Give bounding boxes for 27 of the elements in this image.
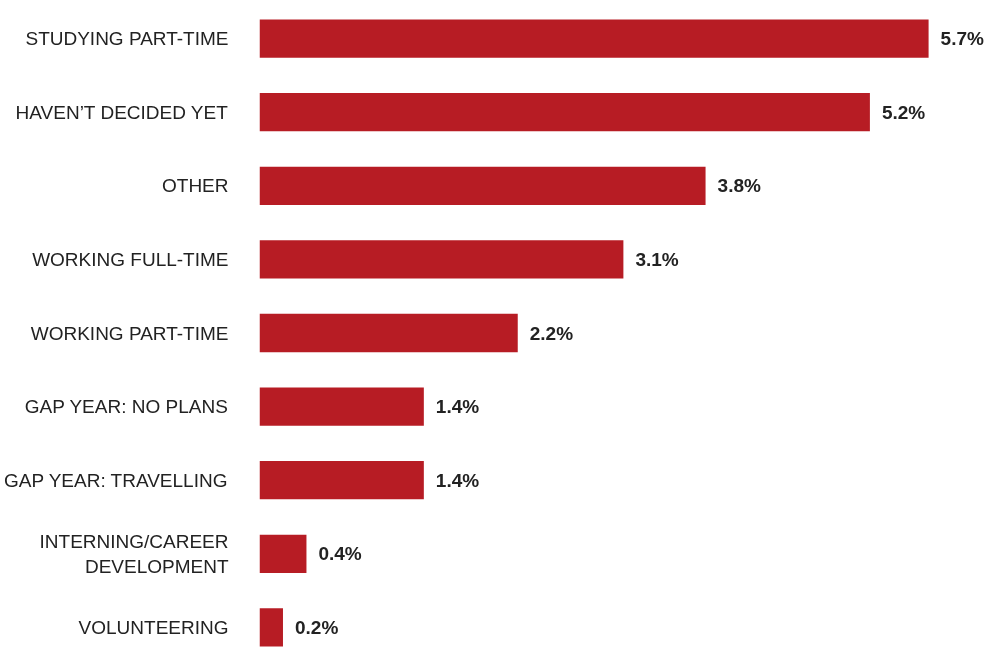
y-tick-label: HAVEN’T DECIDED YET	[15, 101, 229, 123]
data-label: 1.4%	[435, 469, 480, 491]
data-label: 0.2%	[294, 616, 339, 638]
bar	[259, 608, 283, 647]
data-label: 3.1%	[635, 248, 679, 270]
y-tick-label: GAP YEAR: NO PLANS	[24, 396, 228, 418]
y-tick-label: WORKING FULL-TIME	[32, 248, 229, 270]
bar	[259, 387, 424, 426]
data-label: 2.2%	[529, 322, 574, 344]
bar	[259, 166, 706, 205]
bar	[259, 240, 624, 279]
data-label: 1.4%	[435, 396, 480, 418]
bar	[259, 534, 307, 573]
y-tick-label: VOLUNTEERING	[78, 616, 229, 638]
bar	[259, 461, 424, 500]
bar	[259, 93, 870, 132]
y-tick-label: GAP YEAR: TRAVELLING	[3, 469, 228, 491]
data-label: 3.8%	[717, 175, 761, 197]
y-tick-label: INTERNING/CAREER DEVELOPMENT	[39, 530, 229, 577]
y-tick-label: WORKING PART-TIME	[30, 322, 229, 344]
y-tick-label: OTHER	[162, 175, 229, 197]
y-tick-label: STUDYING PART-TIME	[25, 28, 229, 50]
data-label: 5.2%	[881, 101, 926, 123]
bar	[259, 313, 518, 353]
data-label: 0.4%	[318, 543, 362, 565]
data-label: 5.7%	[940, 28, 984, 50]
bar	[259, 19, 929, 58]
